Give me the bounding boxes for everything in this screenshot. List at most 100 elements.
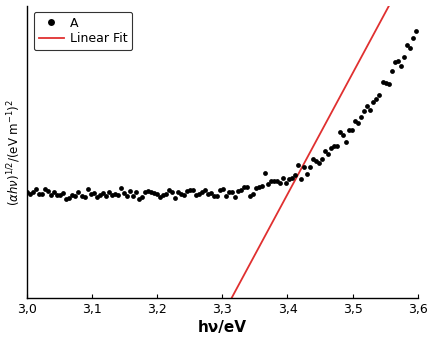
Point	[292, 172, 299, 177]
Point	[114, 192, 121, 197]
Point	[135, 196, 142, 201]
Point	[24, 189, 31, 195]
Point	[105, 189, 112, 195]
Point	[310, 157, 317, 162]
Point	[129, 194, 136, 199]
Point	[409, 35, 416, 41]
Point	[84, 186, 91, 192]
Point	[238, 187, 245, 193]
Point	[289, 176, 296, 181]
Point	[223, 193, 229, 199]
Point	[81, 194, 88, 200]
Point	[78, 193, 85, 198]
Point	[343, 139, 350, 144]
Point	[102, 194, 109, 199]
Point	[54, 192, 61, 197]
Point	[298, 176, 305, 181]
Point	[331, 143, 338, 149]
Point	[27, 191, 34, 196]
Point	[304, 171, 311, 177]
Point	[45, 189, 52, 194]
Point	[382, 80, 389, 85]
Point	[226, 189, 233, 195]
Point	[340, 132, 347, 137]
Point	[373, 96, 380, 102]
Point	[379, 79, 386, 85]
Point	[63, 196, 70, 202]
Point	[99, 190, 106, 195]
Point	[30, 189, 37, 194]
Point	[184, 188, 191, 194]
Point	[403, 43, 410, 48]
Point	[174, 189, 181, 195]
Point	[60, 190, 67, 195]
Point	[189, 187, 196, 193]
Point	[355, 121, 362, 126]
Point	[48, 192, 55, 197]
Point	[141, 190, 148, 195]
Point	[111, 191, 118, 197]
Point	[400, 55, 407, 60]
Point	[241, 185, 248, 190]
Point	[385, 81, 392, 87]
Point	[280, 175, 287, 181]
Point	[255, 184, 262, 190]
Point	[361, 108, 368, 114]
Point	[159, 192, 166, 198]
Point	[412, 28, 419, 34]
Point	[213, 193, 220, 199]
Point	[337, 129, 344, 135]
Point	[358, 114, 365, 120]
Point	[204, 191, 211, 197]
Point	[51, 189, 58, 194]
Point	[295, 162, 302, 167]
Point	[265, 182, 271, 187]
Point	[307, 165, 314, 170]
Point	[232, 194, 239, 199]
Point	[322, 149, 329, 154]
Point	[394, 59, 401, 64]
Point	[376, 92, 383, 98]
Point	[93, 194, 100, 200]
Point	[126, 188, 133, 193]
Point	[364, 103, 371, 108]
Point	[42, 186, 49, 192]
Point	[244, 184, 251, 190]
Point	[150, 191, 157, 196]
Point	[262, 170, 268, 176]
Point	[72, 193, 79, 199]
Point	[168, 189, 175, 195]
Point	[388, 69, 395, 74]
Point	[75, 190, 82, 195]
Legend: A, Linear Fit: A, Linear Fit	[34, 12, 132, 50]
Point	[367, 107, 374, 113]
Point	[397, 63, 404, 69]
Point	[156, 194, 163, 200]
Point	[334, 143, 341, 148]
X-axis label: hν/eV: hν/eV	[198, 321, 247, 336]
Point	[229, 190, 236, 195]
Point	[33, 187, 40, 192]
Point	[249, 191, 256, 196]
Point	[181, 192, 187, 197]
Point	[259, 183, 265, 189]
Point	[165, 187, 172, 193]
Point	[274, 178, 281, 184]
Point	[108, 192, 115, 197]
Point	[216, 188, 223, 193]
Point	[235, 188, 242, 194]
Point	[210, 193, 217, 198]
Point	[313, 158, 320, 164]
Point	[349, 127, 356, 133]
Point	[325, 151, 332, 157]
Point	[162, 191, 169, 197]
Point	[87, 191, 94, 196]
Point	[192, 192, 199, 198]
Point	[391, 59, 398, 65]
Point	[316, 160, 323, 166]
Point	[132, 190, 139, 195]
Point	[247, 193, 254, 199]
Point	[57, 192, 64, 197]
Point	[195, 191, 202, 196]
Point	[220, 186, 226, 192]
